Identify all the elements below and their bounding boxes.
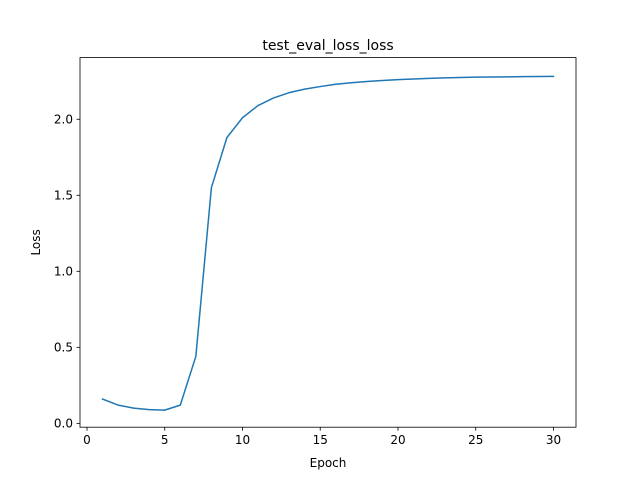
x-tick-label: 15 <box>313 433 328 447</box>
y-tick-label: 1.0 <box>54 265 73 279</box>
x-tick-label: 30 <box>546 433 561 447</box>
y-tick-label: 1.5 <box>54 189 73 203</box>
y-tick-label: 0.0 <box>54 417 73 431</box>
x-axis-label: Epoch <box>310 456 347 470</box>
x-tick-label: 10 <box>235 433 250 447</box>
y-axis-ticks: 0.0 0.5 1.0 1.5 2.0 <box>54 113 80 431</box>
x-tick-label: 20 <box>390 433 405 447</box>
series-line-0 <box>101 75 555 411</box>
chart-title: test_eval_loss_loss <box>262 38 393 54</box>
x-tick-label: 5 <box>161 433 169 447</box>
y-axis-label: Loss <box>29 229 43 255</box>
y-tick-label: 2.0 <box>54 113 73 127</box>
y-tick-label: 0.5 <box>54 341 73 355</box>
x-tick-label: 0 <box>83 433 91 447</box>
series-layer <box>101 75 555 411</box>
plot-frame <box>79 57 577 428</box>
x-tick-label: 25 <box>468 433 483 447</box>
x-axis-ticks: 0 5 10 15 20 25 30 <box>83 427 561 447</box>
